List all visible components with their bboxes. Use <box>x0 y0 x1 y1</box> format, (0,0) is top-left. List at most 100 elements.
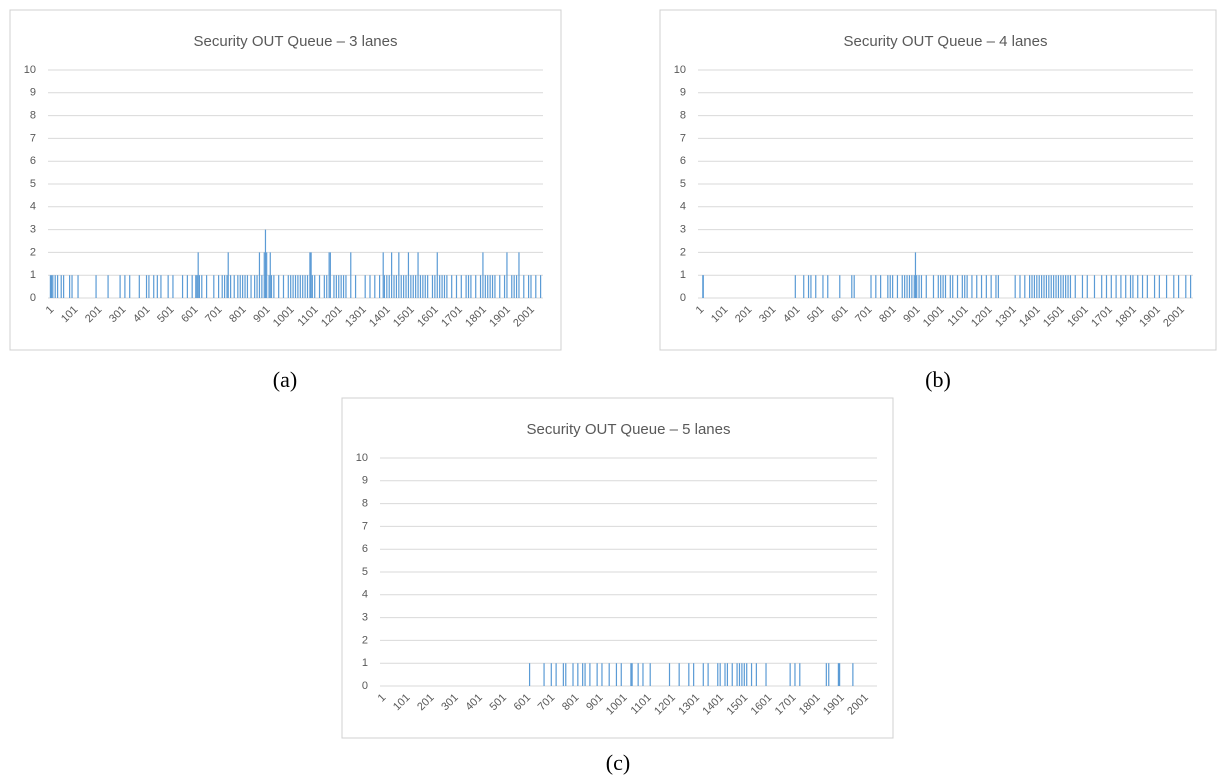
chart-title: Security OUT Queue – 3 lanes <box>194 33 398 50</box>
bar <box>201 275 203 298</box>
bar <box>914 252 917 298</box>
bar <box>755 663 757 686</box>
y-tick-label: 8 <box>362 498 368 510</box>
bar <box>335 275 337 298</box>
bar <box>503 275 506 298</box>
bar <box>489 275 491 298</box>
bar <box>227 252 229 298</box>
bar <box>407 252 410 298</box>
bar <box>342 275 345 298</box>
bar <box>719 663 721 686</box>
bar <box>794 275 796 298</box>
bar <box>952 275 954 298</box>
bar <box>1014 275 1016 298</box>
y-tick-label: 2 <box>680 246 686 258</box>
bar <box>475 275 477 298</box>
bar <box>412 275 414 298</box>
bar <box>239 275 241 298</box>
bar <box>54 275 56 298</box>
bar <box>589 663 591 686</box>
bar <box>738 663 741 686</box>
bar <box>329 252 331 298</box>
bar <box>1062 275 1064 298</box>
bar <box>892 275 894 298</box>
bar <box>323 275 325 298</box>
y-tick-label: 2 <box>30 246 36 258</box>
bar <box>750 663 753 686</box>
bar <box>839 663 841 686</box>
bar <box>920 275 923 298</box>
bar <box>340 275 342 298</box>
bar <box>427 275 429 298</box>
bar <box>451 275 453 298</box>
bar <box>555 663 557 686</box>
bar <box>1177 275 1180 298</box>
bar <box>1165 275 1168 298</box>
y-tick-label: 6 <box>680 155 686 167</box>
bar <box>264 229 267 298</box>
bar <box>1125 275 1127 298</box>
bar <box>851 275 853 298</box>
bar <box>582 663 584 686</box>
bar <box>966 275 968 298</box>
bar <box>460 275 462 298</box>
chart-frame <box>341 397 894 739</box>
bar <box>513 275 515 298</box>
bar <box>1158 275 1160 298</box>
bar <box>887 275 889 298</box>
bar <box>875 275 877 298</box>
bar <box>350 252 352 298</box>
bar <box>499 275 501 298</box>
bar <box>511 275 513 298</box>
bar <box>196 275 198 298</box>
caption: (c) <box>606 750 630 775</box>
y-tick-label: 7 <box>362 520 368 532</box>
bar <box>1041 275 1043 298</box>
bar <box>828 663 830 686</box>
bar <box>530 275 532 298</box>
bar <box>292 275 294 298</box>
bar <box>443 275 446 298</box>
bar <box>431 275 434 298</box>
bar <box>1069 275 1072 298</box>
bar <box>197 252 199 298</box>
bar <box>51 275 53 298</box>
bar <box>270 275 273 298</box>
bar <box>124 275 126 298</box>
bar <box>470 275 472 298</box>
bar <box>213 275 215 298</box>
y-tick-label: 5 <box>362 566 368 578</box>
bar <box>956 275 959 298</box>
bar <box>417 252 419 298</box>
bar <box>596 663 598 686</box>
bar <box>615 663 618 686</box>
bar <box>314 275 316 298</box>
bar <box>398 252 400 298</box>
bar <box>294 275 297 298</box>
bar <box>395 275 398 298</box>
bar <box>1065 275 1067 298</box>
bar <box>707 663 709 686</box>
bar <box>942 275 944 298</box>
y-tick-label: 4 <box>30 201 36 213</box>
bar <box>702 663 704 686</box>
bar <box>302 275 304 298</box>
bar <box>1033 275 1036 298</box>
bar <box>226 275 228 298</box>
bar <box>649 663 651 686</box>
bar <box>244 275 246 298</box>
bar <box>310 252 312 298</box>
bar <box>224 275 226 298</box>
bar <box>198 275 200 298</box>
bar <box>484 275 486 298</box>
bar <box>304 275 306 298</box>
bar <box>1055 275 1057 298</box>
bar <box>195 275 197 298</box>
bar <box>410 275 412 298</box>
bar <box>1081 275 1084 298</box>
y-tick-label: 7 <box>680 132 686 144</box>
bar <box>584 663 586 686</box>
bar <box>297 275 299 298</box>
y-tick-label: 6 <box>362 543 368 555</box>
chart-title: Security OUT Queue – 4 lanes <box>844 33 1048 50</box>
